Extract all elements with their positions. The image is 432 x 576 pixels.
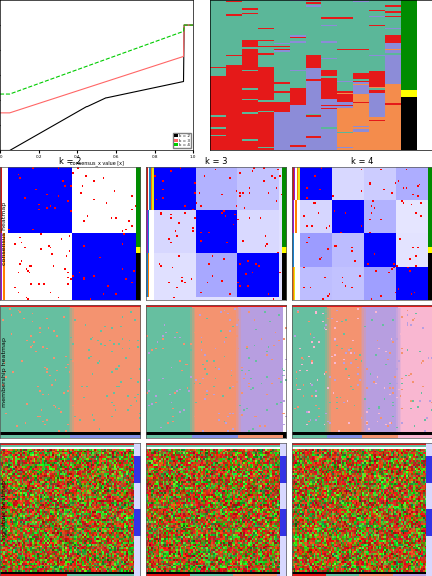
Text: consensus heatmap: consensus heatmap xyxy=(2,202,7,265)
Text: signature heatmap: signature heatmap xyxy=(2,480,7,540)
Title: k = 4: k = 4 xyxy=(351,157,373,166)
Title: k = 3: k = 3 xyxy=(205,157,227,166)
Title: k = 2: k = 2 xyxy=(59,157,81,166)
X-axis label: consensus_x value [x]: consensus_x value [x] xyxy=(70,160,124,166)
Legend: k = 2, k = 3, k = 4: k = 2, k = 3, k = 4 xyxy=(173,132,191,149)
Text: membership heatmap: membership heatmap xyxy=(2,337,7,407)
